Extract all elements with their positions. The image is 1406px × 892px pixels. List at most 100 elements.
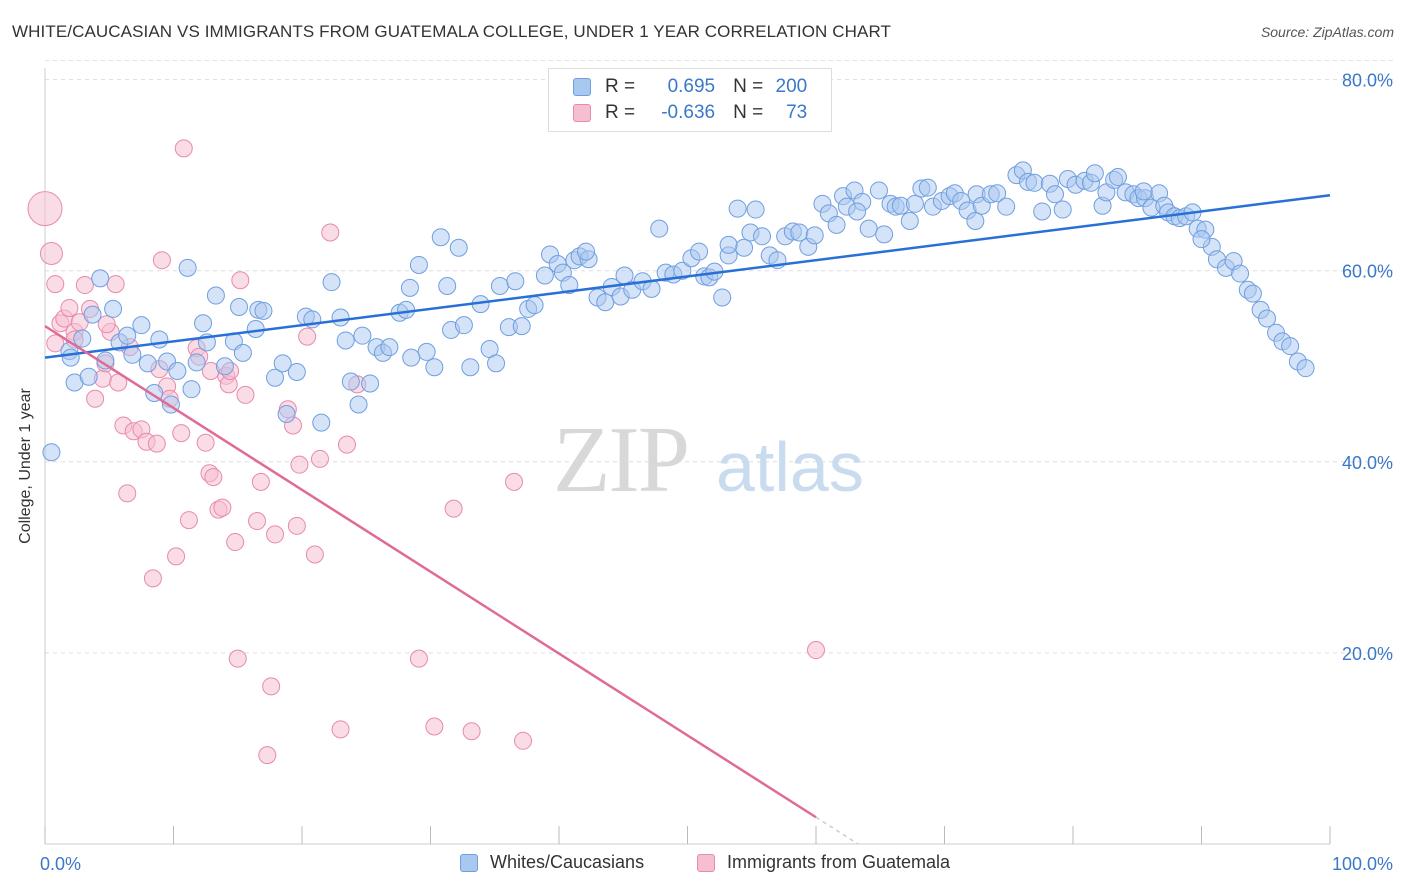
data-point-white [83,305,102,324]
bottom-legend-guatemala: Immigrants from Guatemala [697,852,950,873]
bottom-legend-label-whites: Whites/Caucasians [490,852,645,872]
data-point-white [673,261,692,280]
legend-swatch-pink [573,104,591,122]
data-point-guatemala [287,516,306,535]
data-point-guatemala [167,547,186,566]
trend-line-guatemala-extension [815,816,859,845]
data-point-guatemala [258,746,277,765]
data-point-white [1053,200,1072,219]
data-point-guatemala [444,499,463,518]
data-point-white [187,353,206,372]
data-point-white [138,354,157,373]
data-point-white [254,301,273,320]
source-label: Source: ZipAtlas.com [1260,24,1394,40]
data-point-white [397,300,416,319]
data-point-guatemala [248,512,267,531]
data-point-white [79,367,98,386]
data-point-white [576,242,595,261]
y-tick-label: 40.0% [1342,453,1393,473]
data-point-guatemala [213,498,232,517]
y-tick-label: 20.0% [1342,644,1393,664]
data-point-guatemala [505,472,524,491]
y-axis-label: College, Under 1 year [17,388,34,544]
data-point-guatemala [310,449,329,468]
data-point-white [42,443,61,462]
data-point-white [1025,173,1044,192]
data-point-guatemala [204,468,223,487]
data-point-guatemala [27,191,63,227]
legend-n-label: N = [733,76,764,97]
data-point-white [400,278,419,297]
data-point-white [753,227,772,246]
data-point-white [827,215,846,234]
data-point-white [233,343,252,362]
data-point-white [1231,264,1250,283]
data-point-white [361,374,380,393]
data-point-guatemala [251,472,270,491]
data-point-guatemala [305,545,324,564]
data-point-white [206,286,225,305]
data-point-white [805,226,824,245]
data-point-guatemala [425,717,444,736]
data-point-white [1134,182,1153,201]
trend-line-whites [44,193,1331,359]
data-point-white [1296,359,1315,378]
data-point-white [900,212,919,231]
data-point-guatemala [262,677,281,696]
data-point-guatemala [807,641,825,660]
data-point-white [735,238,754,257]
data-point-white [690,242,709,261]
data-point-white [905,194,924,213]
data-point-guatemala [143,569,162,588]
data-point-guatemala [462,722,481,741]
data-point-white [1258,309,1277,328]
data-point-white [230,298,249,317]
watermark-atlas: atlas [716,428,864,506]
data-point-guatemala [174,139,193,158]
legend-r-label: R = [605,76,636,97]
x-tick-label: 0.0% [40,854,81,874]
data-point-white [746,200,765,219]
data-point-guatemala [179,511,198,530]
data-point-guatemala [196,433,215,452]
data-point-white [104,299,123,318]
data-point-guatemala [337,435,356,454]
data-point-white [178,258,197,277]
data-point-white [123,345,142,364]
legend-row-whites: R = 0.695 N = 200 [573,75,807,99]
data-point-white [168,362,187,381]
series-white-points [42,161,1315,462]
stats-legend: R = 0.695 N = 200 R = -0.636 N = 73 [548,68,832,132]
data-point-guatemala [39,242,63,266]
data-point-guatemala [46,275,65,294]
chart-title: WHITE/CAUCASIAN VS IMMIGRANTS FROM GUATE… [12,22,891,41]
data-point-white [728,199,747,218]
data-point-white [215,357,234,376]
bottom-legend-label-guatemala: Immigrants from Guatemala [727,852,951,872]
data-point-guatemala [231,271,250,290]
watermark: ZIP atlas [553,408,864,512]
data-point-white [150,330,169,349]
data-point-white [1281,337,1300,356]
data-point-white [1192,230,1211,249]
data-point-white [713,288,732,307]
data-point-guatemala [86,389,105,408]
data-point-white [431,228,450,247]
data-point-white [132,316,151,335]
data-point-white [417,342,436,361]
watermark-zip: ZIP [553,408,688,512]
data-point-white [118,326,137,345]
data-point-white [246,319,265,338]
data-point-white [287,362,306,381]
data-point-white [277,405,296,424]
data-point-white [1033,202,1052,221]
data-point-guatemala [226,533,245,552]
data-point-white [322,273,341,292]
data-point-white [869,181,888,200]
data-point-white [91,269,110,288]
data-point-white [402,348,421,367]
data-point-white [336,331,355,350]
data-point-guatemala [75,276,94,295]
data-point-white [966,212,985,231]
